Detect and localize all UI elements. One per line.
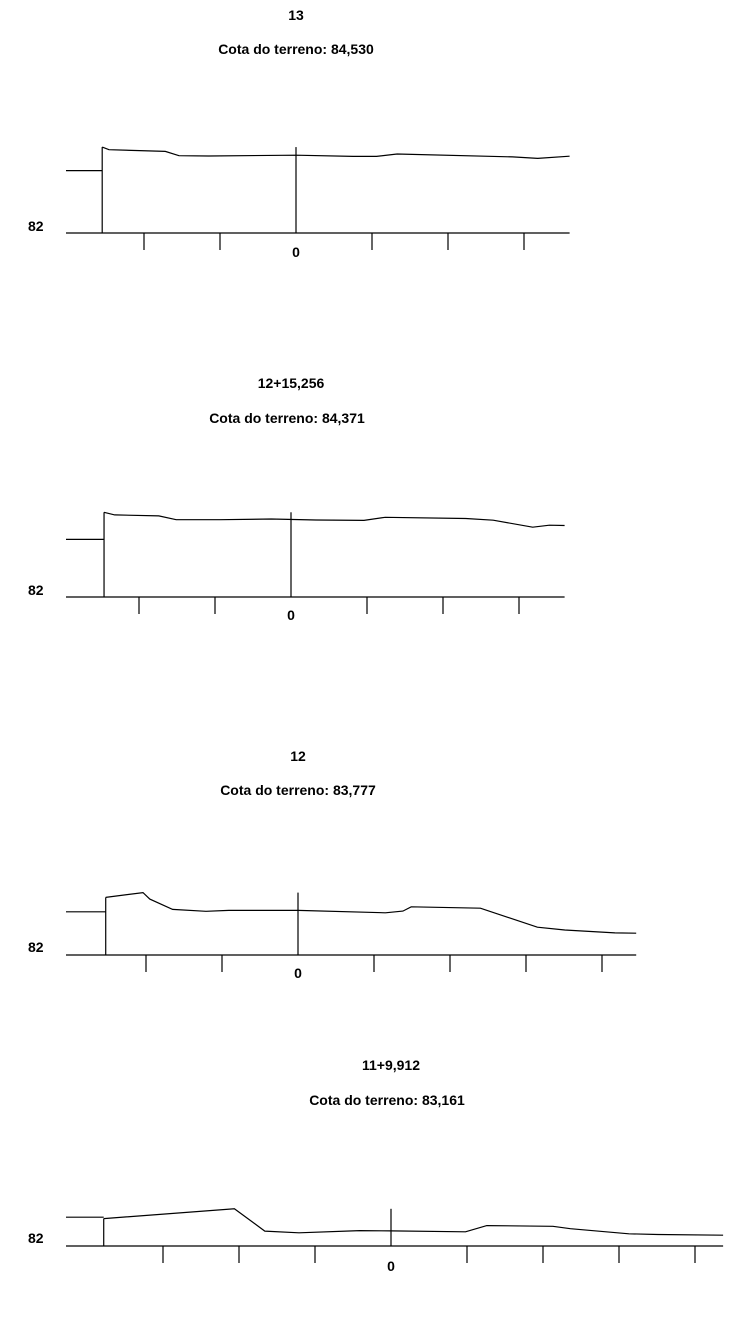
x-tick-label-zero: 0 [294, 965, 302, 981]
x-tick-label-zero: 0 [387, 1258, 395, 1274]
station-label: 12 [290, 748, 306, 764]
terrain-profile-line [103, 511, 565, 528]
terrain-profile-line [103, 1208, 724, 1236]
cross-section-panel-12: 12 Cota do terreno: 83,777 82 0 [28, 748, 637, 981]
terrain-elevation-label: Cota do terreno: 83,161 [309, 1092, 465, 1108]
terrain-elevation-label: Cota do terreno: 84,371 [209, 410, 365, 426]
station-label: 13 [288, 7, 304, 23]
cross-section-panel-13: 13 Cota do terreno: 84,530 82 0 [28, 7, 570, 260]
terrain-profile-line [105, 891, 637, 934]
cross-section-panel-11-9-912: 11+9,912 Cota do terreno: 83,161 82 0 [28, 1057, 724, 1274]
x-tick-label-zero: 0 [292, 244, 300, 260]
terrain-elevation-label: Cota do terreno: 84,530 [218, 41, 374, 57]
station-label: 12+15,256 [258, 375, 325, 391]
x-tick-label-zero: 0 [287, 607, 295, 623]
y-axis-label: 82 [28, 582, 44, 598]
y-axis-label: 82 [28, 218, 44, 234]
y-axis-label: 82 [28, 1230, 44, 1246]
cross-section-panel-12-15-256: 12+15,256 Cota do terreno: 84,371 82 0 [28, 375, 565, 623]
y-axis-label: 82 [28, 939, 44, 955]
terrain-elevation-label: Cota do terreno: 83,777 [220, 782, 376, 798]
station-label: 11+9,912 [362, 1057, 420, 1073]
terrain-profile-line [101, 146, 570, 160]
